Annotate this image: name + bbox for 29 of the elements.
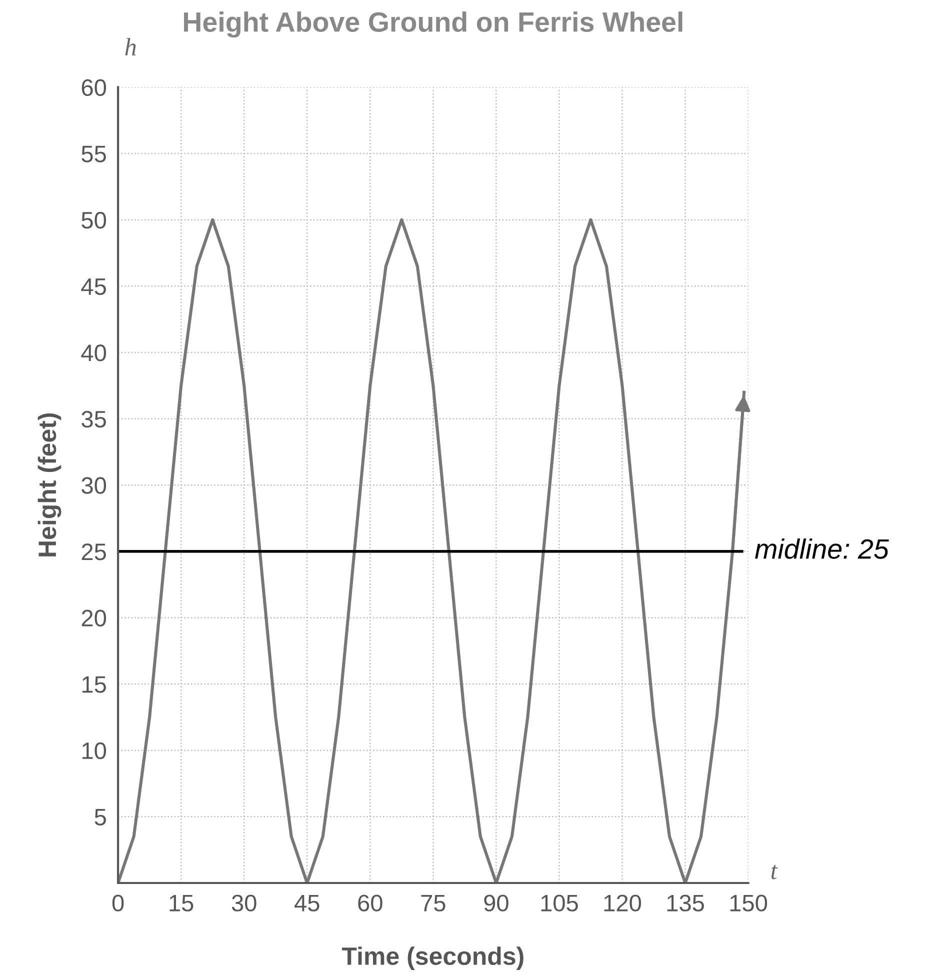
x-tick-label: 15 bbox=[170, 894, 194, 912]
y-tick-label: 20 bbox=[82, 610, 106, 627]
chart-title: Height Above Ground on Ferris Wheel bbox=[184, 12, 682, 38]
y-tick-label: 25 bbox=[82, 543, 106, 560]
y-tick-label: 5 bbox=[94, 808, 106, 826]
y-tick-label: 10 bbox=[82, 742, 106, 760]
x-tick-label: 150 bbox=[730, 894, 768, 912]
x-tick-label: 60 bbox=[358, 894, 382, 912]
ref-line-label: midline: 25 bbox=[755, 538, 889, 559]
y-tick-label: 45 bbox=[81, 278, 106, 295]
y-tick-label: 50 bbox=[82, 212, 106, 229]
x-tick-label: 135 bbox=[667, 894, 704, 912]
x-tick-label: 90 bbox=[484, 894, 508, 912]
x-tick-label: 45 bbox=[294, 894, 320, 912]
text: t bbox=[771, 864, 778, 880]
x-tick-label: 0 bbox=[112, 894, 124, 912]
y-axis-title: Height (feet) bbox=[38, 413, 62, 556]
y-tick-label: 40 bbox=[81, 344, 106, 362]
y-tick-label: 30 bbox=[82, 477, 106, 494]
x-tick-label: 75 bbox=[421, 894, 446, 912]
y-tick-label: 15 bbox=[82, 676, 106, 693]
x-tick-label: 30 bbox=[232, 894, 256, 912]
y-tick-label: 55 bbox=[82, 146, 106, 162]
x-axis-title: Time (seconds) bbox=[342, 946, 524, 970]
x-tick-label: 105 bbox=[541, 894, 578, 912]
y-tick-label: 60 bbox=[82, 79, 106, 96]
x-tick-label: 120 bbox=[604, 894, 642, 912]
text: h bbox=[125, 38, 136, 56]
y-tick-label: 35 bbox=[82, 410, 106, 428]
